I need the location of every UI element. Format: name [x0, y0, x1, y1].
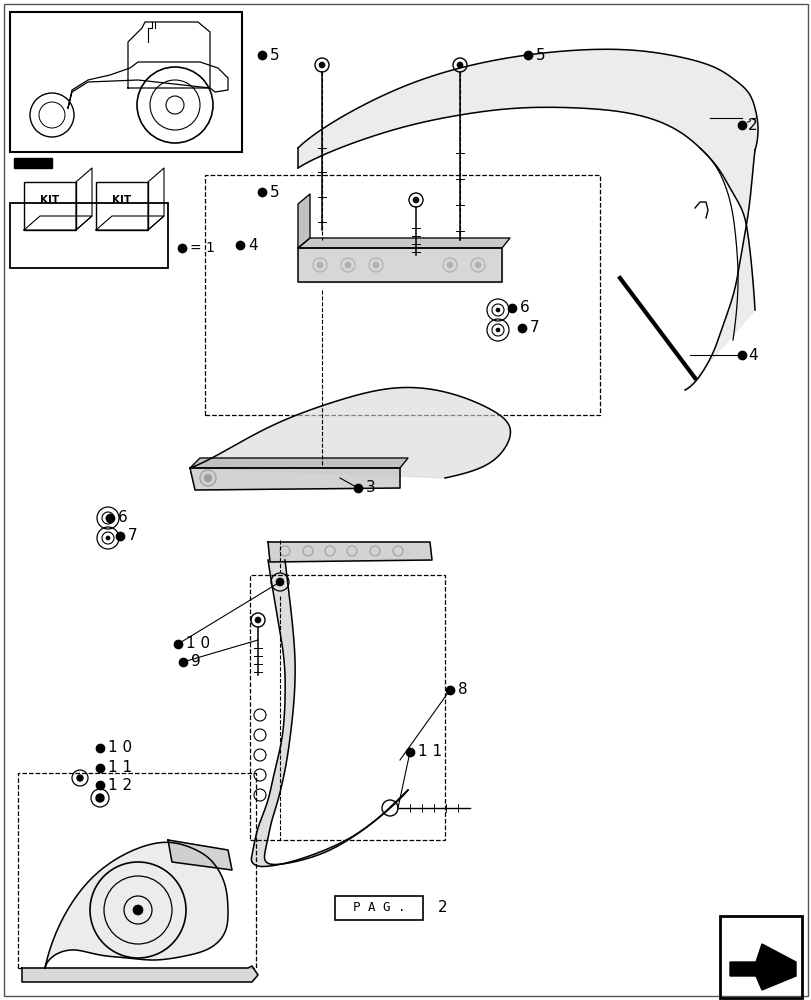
- Polygon shape: [298, 238, 509, 248]
- Text: P A G .: P A G .: [352, 901, 405, 914]
- Polygon shape: [14, 158, 52, 168]
- Text: 1 1: 1 1: [418, 744, 441, 760]
- Bar: [335, 896, 423, 920]
- Text: 7: 7: [128, 528, 137, 544]
- Bar: [24, 182, 76, 230]
- Polygon shape: [298, 194, 310, 248]
- Bar: [10, 12, 242, 152]
- Text: 4: 4: [747, 348, 757, 362]
- Text: 2: 2: [747, 118, 757, 133]
- Circle shape: [457, 62, 462, 68]
- Text: 1 2: 1 2: [108, 778, 132, 792]
- Bar: [204, 175, 599, 415]
- Polygon shape: [190, 387, 510, 478]
- Circle shape: [413, 197, 418, 203]
- Text: 6: 6: [519, 300, 529, 316]
- Polygon shape: [268, 542, 431, 562]
- Text: 5: 5: [270, 185, 279, 200]
- Circle shape: [106, 516, 109, 520]
- Circle shape: [276, 578, 284, 586]
- Polygon shape: [298, 49, 757, 390]
- Circle shape: [133, 905, 143, 915]
- Circle shape: [474, 262, 480, 268]
- Text: 6: 6: [118, 510, 127, 526]
- Text: 5: 5: [535, 48, 545, 63]
- Circle shape: [496, 328, 500, 332]
- FancyArrow shape: [38, 159, 52, 167]
- Polygon shape: [22, 966, 258, 982]
- Polygon shape: [168, 840, 232, 870]
- Bar: [18, 773, 255, 968]
- Text: 2: 2: [437, 900, 447, 915]
- Polygon shape: [190, 458, 407, 468]
- Text: 9: 9: [191, 654, 200, 670]
- Circle shape: [345, 262, 350, 268]
- Circle shape: [106, 536, 109, 540]
- Text: = 1: = 1: [190, 241, 215, 255]
- Circle shape: [316, 262, 323, 268]
- Bar: [250, 575, 444, 840]
- Text: KIT: KIT: [41, 195, 59, 205]
- Circle shape: [77, 775, 83, 781]
- Text: 8: 8: [457, 682, 467, 698]
- Polygon shape: [729, 944, 795, 990]
- Polygon shape: [251, 560, 407, 867]
- Text: 1 0: 1 0: [186, 636, 210, 652]
- Polygon shape: [298, 248, 501, 282]
- Text: 5: 5: [270, 48, 279, 63]
- Bar: [719, 916, 801, 998]
- Text: 1 1: 1 1: [108, 760, 132, 776]
- Circle shape: [319, 62, 324, 68]
- Circle shape: [255, 617, 260, 623]
- Circle shape: [496, 308, 500, 312]
- Polygon shape: [190, 468, 400, 490]
- Bar: [10, 203, 168, 268]
- Text: KIT: KIT: [112, 195, 131, 205]
- Text: 3: 3: [366, 481, 375, 495]
- Bar: [96, 182, 148, 230]
- Circle shape: [204, 474, 212, 482]
- Text: 4: 4: [247, 237, 257, 252]
- Circle shape: [446, 262, 453, 268]
- Text: 7: 7: [530, 320, 539, 336]
- Polygon shape: [45, 842, 228, 968]
- Circle shape: [96, 794, 104, 802]
- Text: 1 0: 1 0: [108, 740, 132, 756]
- Circle shape: [372, 262, 379, 268]
